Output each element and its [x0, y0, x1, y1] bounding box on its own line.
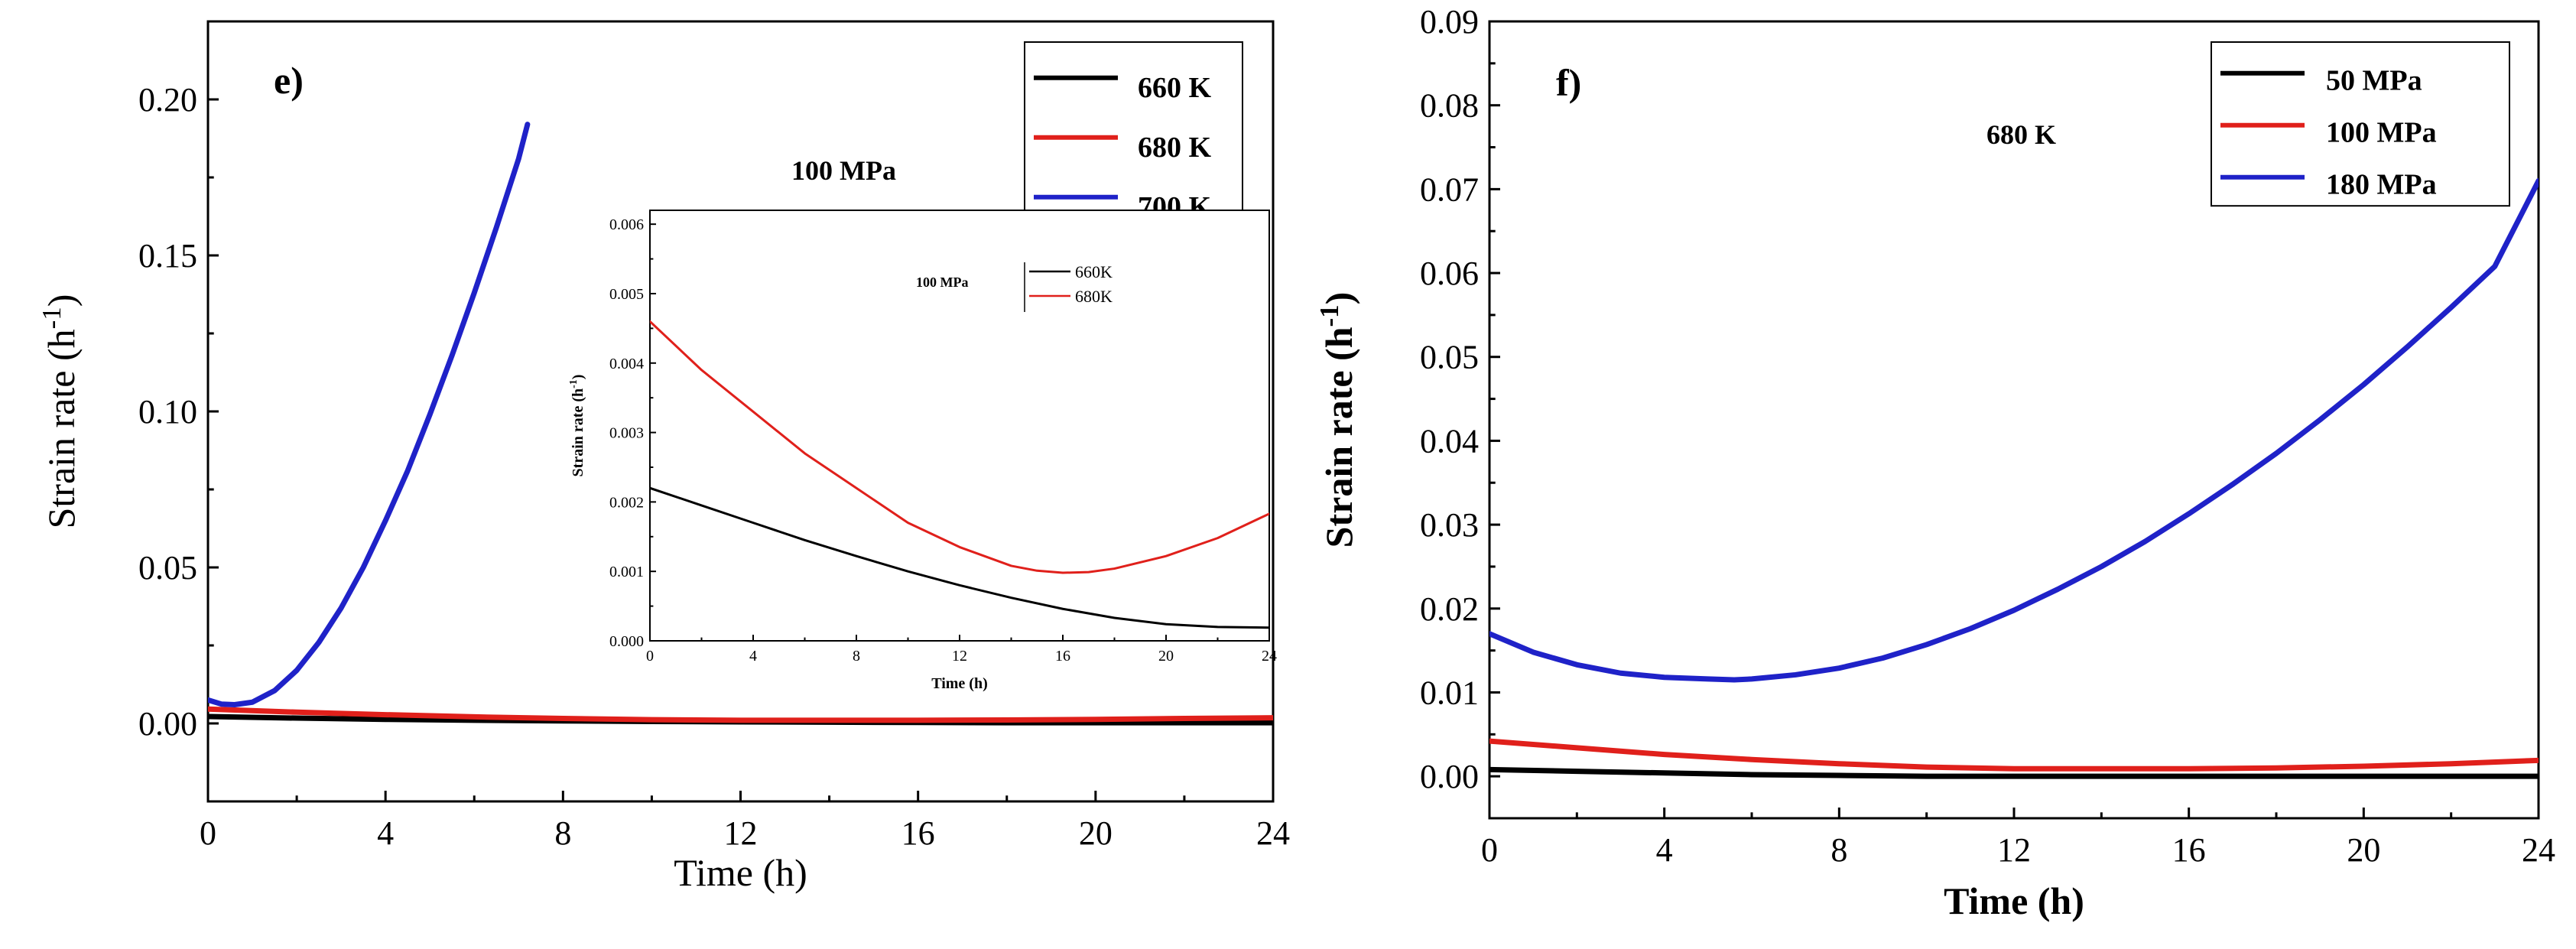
- f-y-tick-label: 0.01: [1420, 674, 1479, 711]
- e-x-tick-label: 0: [200, 814, 216, 852]
- f-x-axis-title: Time (h): [1944, 879, 2084, 922]
- e-inset-y-tick-label: 0.002: [609, 494, 644, 511]
- e-x-tick-label: 24: [1256, 814, 1290, 852]
- e-series-line-700-k: [208, 122, 531, 708]
- e-inset: 0 4 8 12 16 20 24 0.000 0.001 0.002 0.003 0.004 0.00…: [568, 210, 1277, 692]
- f-y-tick-label: 0.03: [1420, 506, 1479, 544]
- e-y-tick-label: 0.05: [138, 549, 197, 587]
- f-legend-label: 50 MPa: [2326, 65, 2422, 97]
- f-y-tick-label: 0.07: [1420, 171, 1479, 208]
- f-legend-label: 100 MPa: [2326, 117, 2437, 149]
- f-x-tick-label: 0: [1481, 831, 1498, 869]
- e-x-tick-label: 12: [724, 814, 758, 852]
- e-inset-x-tick-label: 20: [1158, 648, 1174, 665]
- e-legend-label: 680 K: [1138, 132, 1212, 164]
- e-y-tick-label: 0.15: [138, 237, 197, 275]
- e-panel-label: e): [274, 59, 304, 102]
- f-y-tick-label: 0.04: [1420, 422, 1479, 460]
- e-inset-x-tick-label: 16: [1055, 648, 1070, 665]
- e-x-tick-label: 16: [901, 814, 935, 852]
- e-inset-y-axis-title: Strain rate (h-1): [568, 375, 586, 477]
- e-inset-x-tick-label: 24: [1262, 648, 1277, 665]
- e-inset-y-tick-label: 0.001: [609, 564, 644, 580]
- panel-e: 0 4 8 12 16 20 24 0.00 0.05 0.10 0.15 0.20 Time (h) S…: [37, 20, 1290, 894]
- f-y-tick-label: 0.06: [1420, 255, 1479, 292]
- e-inset-series-line-660k: [650, 486, 1269, 629]
- e-inset-x-axis-title: Time (h): [931, 675, 988, 692]
- f-y-axis-title-end: ): [1317, 292, 1360, 305]
- e-legend-label: 660 K: [1138, 72, 1212, 104]
- panel-f: 0 4 8 12 16 20 24 0.00 0.01 0.02 0.03 0.04 0.05 0.06 0…: [1314, 3, 2555, 922]
- f-y-tick-label: 0.09: [1420, 3, 1479, 41]
- e-inset-y-tick-label: 0.000: [609, 633, 644, 650]
- e-inset-annotation: 100 MPa: [916, 275, 968, 290]
- e-inset-y-axis-title-end: ): [570, 375, 586, 380]
- f-series-line-100-mpa: [1489, 738, 2539, 772]
- e-inset-y-axis-title-sup: -1: [568, 379, 580, 388]
- e-inset-series-line-680k: [650, 320, 1269, 574]
- f-x-tick-label: 16: [2172, 831, 2206, 869]
- f-y-axis-title: Strain rate (h-1): [1314, 292, 1360, 548]
- e-inset-y-tick-label: 0.006: [609, 216, 644, 233]
- e-inset-y-axis-title-main: Strain rate (h: [570, 388, 586, 477]
- f-y-tick-label: 0.02: [1420, 590, 1479, 628]
- f-annotation: 680 K: [1986, 119, 2056, 150]
- e-y-axis-title-main: Strain rate (h: [40, 329, 83, 528]
- e-x-tick-label: 20: [1079, 814, 1113, 852]
- f-panel-label: f): [1556, 61, 1581, 104]
- f-y-tick-label: 0.05: [1420, 339, 1479, 376]
- e-inset-x-tick-label: 12: [952, 648, 967, 665]
- f-series-line-50-mpa: [1489, 766, 2539, 779]
- e-inset-background: [650, 210, 1269, 641]
- e-x-tick-label: 8: [554, 814, 571, 852]
- e-series-line-680-k: [208, 706, 1273, 723]
- f-y-tick-label: 0.00: [1420, 758, 1479, 795]
- f-y-tick-label: 0.08: [1420, 87, 1479, 125]
- e-annotation: 100 MPa: [791, 155, 896, 186]
- e-inset-y-tick-label: 0.003: [609, 425, 644, 442]
- e-inset-y-tick-label: 0.005: [609, 286, 644, 303]
- e-y-axis-title-sup: -1: [37, 307, 67, 329]
- e-y-axis-title: Strain rate (h-1): [37, 294, 83, 529]
- e-inset-legend-label: 660K: [1075, 262, 1113, 281]
- e-inset-y-tick-label: 0.004: [609, 356, 644, 372]
- f-x-tick-label: 12: [1997, 831, 2031, 869]
- e-inset-x-tick-label: 8: [853, 648, 860, 665]
- e-y-axis-title-end: ): [40, 294, 83, 307]
- e-y-tick-label: 0.10: [138, 393, 197, 431]
- e-x-tick-label: 4: [377, 814, 394, 852]
- e-inset-legend-label: 680K: [1075, 287, 1113, 306]
- f-legend-label: 180 MPa: [2326, 169, 2437, 201]
- e-inset-x-tick-label: 4: [749, 648, 757, 665]
- e-inset-x-tick-label: 0: [646, 648, 654, 665]
- e-y-tick-label: 0.00: [138, 705, 197, 743]
- f-x-tick-label: 20: [2347, 831, 2380, 869]
- e-y-tick-label: 0.20: [138, 81, 197, 119]
- f-y-axis-title-sup: -1: [1314, 304, 1344, 327]
- e-x-axis-title: Time (h): [674, 851, 807, 894]
- f-x-tick-label: 24: [2522, 831, 2555, 869]
- f-x-tick-label: 8: [1830, 831, 1847, 869]
- f-y-axis-title-main: Strain rate (h: [1317, 327, 1360, 548]
- f-series-line-180-mpa: [1489, 177, 2539, 683]
- f-x-tick-label: 4: [1656, 831, 1673, 869]
